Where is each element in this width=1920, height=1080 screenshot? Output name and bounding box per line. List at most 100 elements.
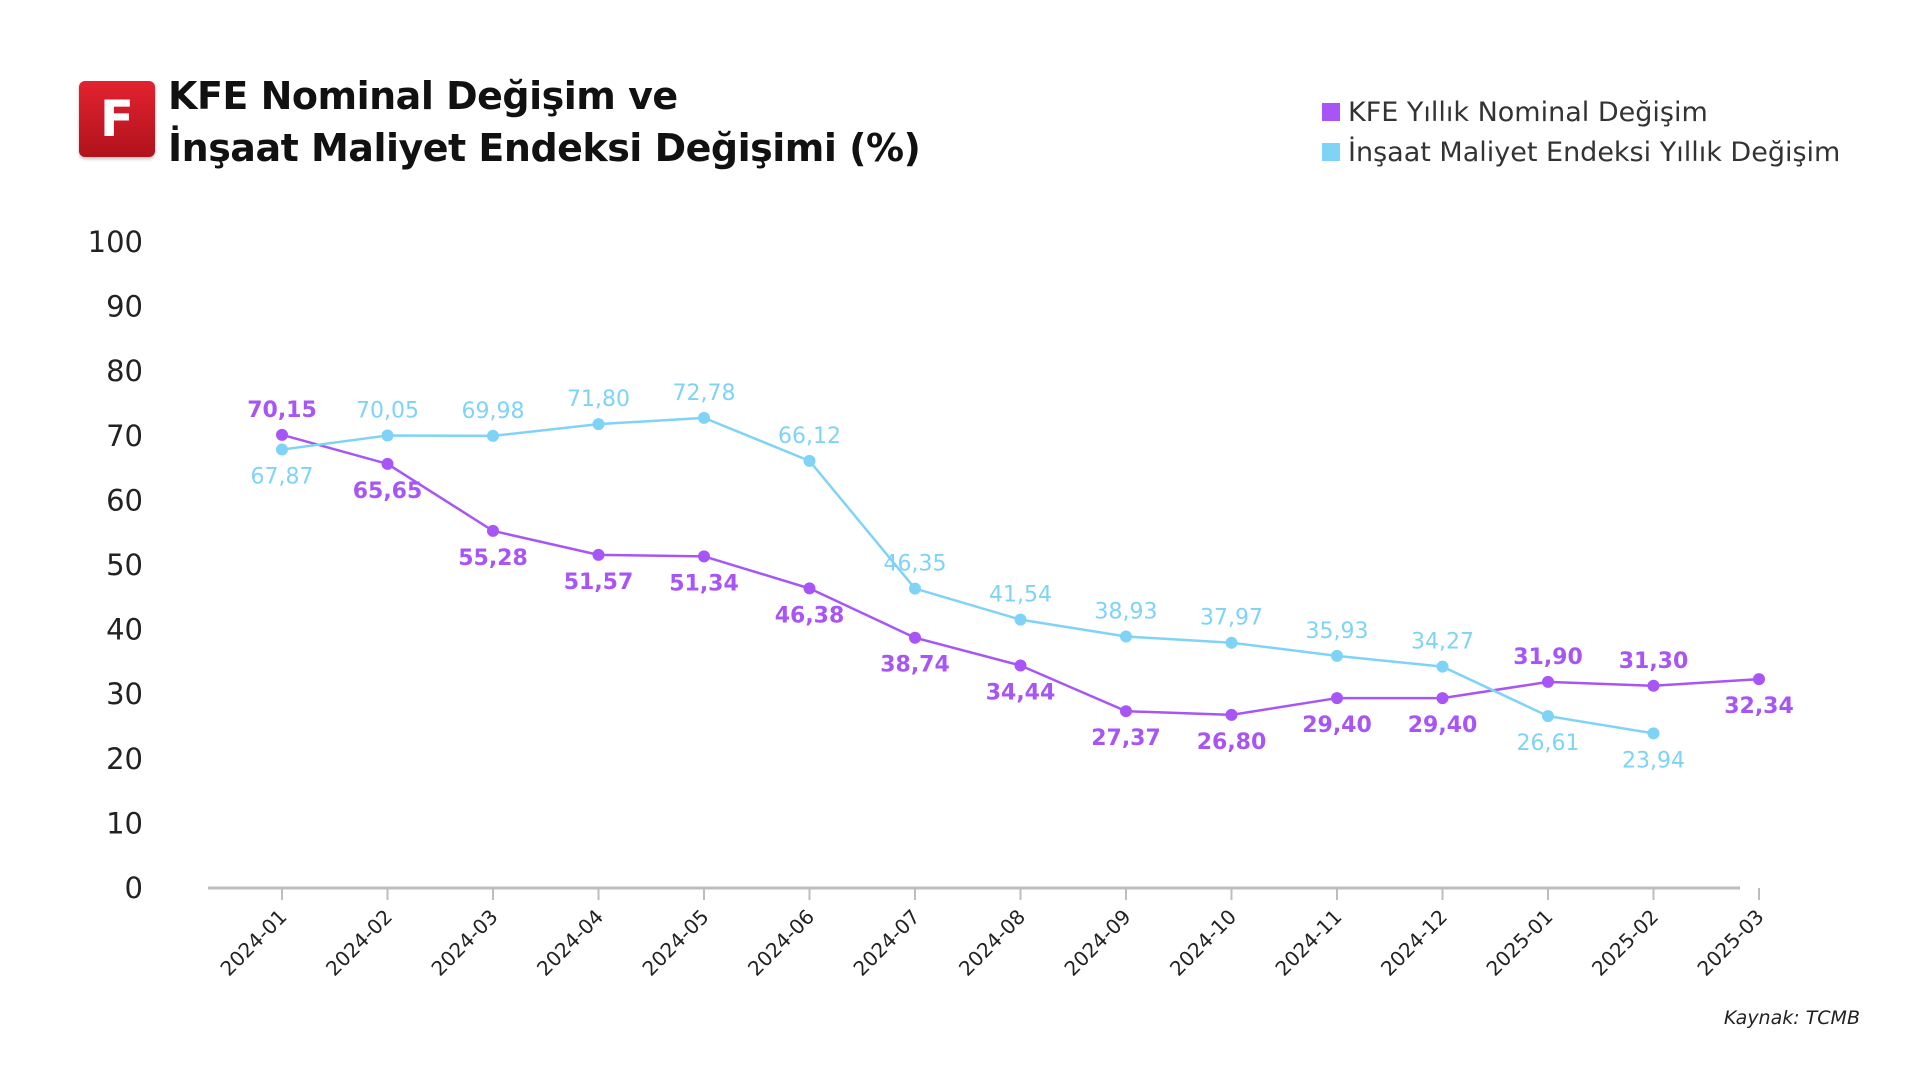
data-label-insaat: 35,93 [1306, 619, 1369, 644]
data-point-insaat [276, 443, 288, 456]
series-line-insaat [281, 416, 1654, 735]
data-point-insaat [1436, 660, 1449, 673]
title-line-2: İnşaat Maliyet Endeksi Değişimi (%) [168, 126, 921, 170]
data-point-kfe [592, 548, 605, 561]
brand-logo: F [79, 81, 155, 157]
data-point-kfe [1542, 675, 1554, 688]
legend-swatch-kfe [1322, 103, 1340, 121]
y-tick-label: 10 [106, 806, 143, 840]
y-tick-label: 40 [106, 613, 143, 647]
data-point-insaat [1225, 636, 1238, 649]
data-point-kfe [1436, 692, 1449, 705]
data-label-kfe: 26,80 [1197, 730, 1267, 755]
data-point-insaat [1331, 649, 1343, 662]
data-point-insaat [1542, 710, 1554, 723]
data-label-kfe: 38,74 [880, 653, 950, 678]
data-point-insaat [487, 429, 499, 442]
x-tick-label: 2024-03 [426, 905, 502, 981]
data-point-insaat [1014, 613, 1027, 626]
data-point-kfe [909, 631, 921, 644]
logo-letter: F [99, 90, 135, 148]
data-label-kfe: 31,90 [1513, 645, 1583, 670]
data-label-insaat: 38,93 [1095, 600, 1158, 625]
legend-item-insaat: İnşaat Maliyet Endeksi Yıllık Değişim [1322, 132, 1840, 172]
data-label-insaat: 37,97 [1200, 606, 1263, 631]
source-note: Kaynak: TCMB [1723, 1007, 1860, 1029]
data-point-kfe [1014, 659, 1027, 672]
x-tick-label: 2024-05 [637, 905, 713, 981]
data-label-kfe: 46,38 [775, 603, 845, 628]
data-label-kfe: 32,34 [1724, 694, 1794, 719]
data-point-kfe [1331, 692, 1343, 705]
y-tick-label: 60 [106, 483, 143, 517]
data-label-insaat: 70,05 [356, 398, 419, 423]
data-label-kfe: 51,57 [564, 570, 634, 595]
legend-label-kfe: KFE Yıllık Nominal Değişim [1348, 96, 1708, 128]
data-label-insaat: 69,98 [462, 399, 525, 424]
data-point-kfe [487, 524, 499, 537]
legend-item-kfe: KFE Yıllık Nominal Değişim [1322, 92, 1840, 132]
x-tick-label: 2024-06 [743, 905, 819, 981]
data-point-insaat [803, 454, 816, 467]
data-point-insaat [909, 582, 921, 595]
data-label-kfe: 29,40 [1408, 713, 1478, 738]
data-label-kfe: 31,30 [1619, 649, 1689, 674]
data-label-insaat: 67,87 [251, 465, 314, 490]
x-tick-label: 2024-01 [215, 905, 291, 981]
data-label-kfe: 27,37 [1091, 726, 1161, 751]
data-point-kfe [803, 582, 816, 595]
y-tick-label: 50 [106, 548, 143, 582]
data-label-kfe: 65,65 [353, 479, 423, 504]
data-label-insaat: 71,80 [567, 387, 630, 412]
data-point-insaat [1647, 727, 1660, 740]
data-label-insaat: 23,94 [1622, 748, 1685, 773]
data-label-kfe: 70,15 [247, 398, 317, 423]
legend-swatch-insaat [1322, 143, 1340, 161]
y-tick-label: 30 [106, 677, 143, 711]
data-point-kfe [1647, 679, 1660, 692]
data-label-insaat: 46,35 [884, 552, 947, 577]
data-label-insaat: 26,61 [1517, 731, 1580, 756]
y-tick-label: 90 [106, 290, 143, 324]
data-point-insaat [698, 411, 710, 424]
x-tick-label: 2025-01 [1481, 905, 1557, 981]
data-point-kfe [698, 550, 710, 563]
title-line-1: KFE Nominal Değişim ve [168, 74, 678, 118]
x-tick-label: 2024-02 [321, 905, 397, 981]
series-line-kfe [281, 433, 1760, 717]
legend-label-insaat: İnşaat Maliyet Endeksi Yıllık Değişim [1348, 136, 1841, 168]
y-tick-label: 20 [106, 742, 143, 776]
data-point-kfe [381, 457, 394, 470]
data-label-kfe: 51,34 [669, 571, 739, 596]
y-tick-label: 80 [106, 354, 143, 388]
y-tick-label: 100 [88, 225, 143, 259]
data-label-kfe: 55,28 [458, 546, 528, 571]
data-point-insaat [592, 418, 605, 431]
data-label-insaat: 66,12 [778, 424, 841, 449]
data-point-insaat [381, 429, 394, 442]
x-tick-label: 2024-11 [1270, 905, 1346, 981]
data-label-kfe: 34,44 [986, 681, 1056, 706]
data-label-kfe: 29,40 [1302, 713, 1372, 738]
x-tick-label: 2024-09 [1059, 905, 1135, 981]
data-point-kfe [1753, 673, 1765, 686]
data-point-kfe [1120, 705, 1132, 718]
data-label-insaat: 41,54 [989, 583, 1052, 608]
x-tick-label: 2025-03 [1692, 905, 1768, 981]
x-tick-label: 2025-02 [1587, 905, 1663, 981]
x-tick-label: 2024-10 [1165, 905, 1241, 981]
data-label-insaat: 72,78 [673, 381, 736, 406]
chart-title: KFE Nominal Değişim ve İnşaat Maliyet En… [168, 70, 921, 174]
y-tick-label: 70 [106, 419, 143, 453]
x-tick-label: 2024-04 [532, 905, 608, 981]
data-point-kfe [1225, 708, 1238, 721]
data-point-insaat [1120, 630, 1132, 643]
x-tick-label: 2024-08 [954, 905, 1030, 981]
x-tick-label: 2024-07 [848, 905, 924, 981]
y-tick-label: 0 [125, 871, 143, 905]
data-point-kfe [276, 428, 288, 441]
legend: KFE Yıllık Nominal Değişim İnşaat Maliye… [1322, 92, 1840, 172]
x-tick-label: 2024-12 [1376, 905, 1452, 981]
data-label-insaat: 34,27 [1411, 630, 1474, 655]
